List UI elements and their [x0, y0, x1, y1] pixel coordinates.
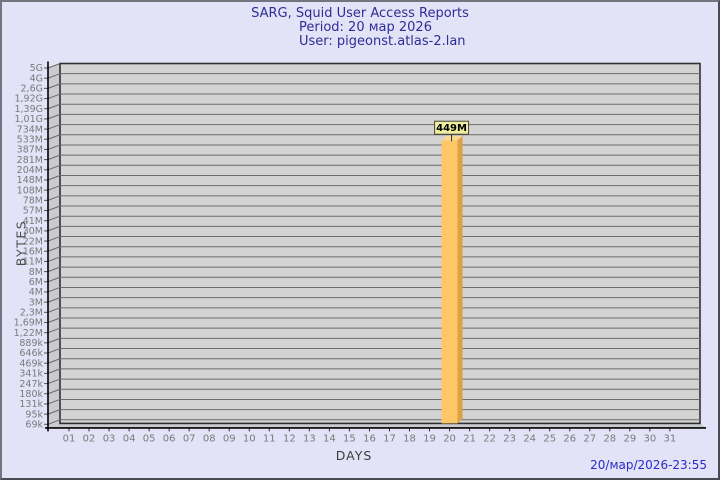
svg-text:1,39G: 1,39G: [14, 104, 43, 115]
y-gridlines: [44, 63, 700, 425]
svg-text:16: 16: [363, 433, 376, 444]
svg-text:05: 05: [143, 433, 156, 444]
svg-text:387M: 387M: [17, 145, 43, 156]
svg-text:08: 08: [203, 433, 216, 444]
svg-text:31: 31: [664, 433, 677, 444]
x-axis-labels: 01 02 03 04 05 06 07 08 09 10 11 12 13 14 15 16 17 18 19 20…: [63, 427, 677, 444]
svg-text:29: 29: [623, 433, 636, 444]
svg-text:26: 26: [563, 433, 576, 444]
svg-text:95k: 95k: [25, 409, 43, 420]
svg-text:1,01G: 1,01G: [14, 114, 43, 125]
svg-text:8M: 8M: [29, 267, 43, 278]
bar-value-label: 449M: [436, 123, 467, 134]
svg-text:3M: 3M: [29, 297, 43, 308]
svg-text:131k: 131k: [19, 399, 43, 410]
svg-text:41M: 41M: [23, 216, 43, 227]
svg-text:07: 07: [183, 433, 196, 444]
svg-text:11: 11: [263, 433, 276, 444]
report-user: User: pigeonst.atlas-2.lan: [299, 34, 466, 49]
svg-text:533M: 533M: [17, 134, 43, 145]
bar-front-face: [441, 140, 458, 424]
svg-text:469k: 469k: [19, 358, 43, 369]
svg-text:646k: 646k: [19, 348, 43, 359]
report-period: Period: 20 мар 2026: [299, 20, 432, 35]
svg-text:341k: 341k: [19, 369, 43, 380]
bottom-wall: [48, 423, 706, 428]
svg-text:23: 23: [503, 433, 516, 444]
svg-text:30: 30: [644, 433, 657, 444]
svg-text:180k: 180k: [19, 389, 43, 400]
svg-text:16M: 16M: [23, 246, 43, 257]
svg-text:1,22M: 1,22M: [14, 328, 43, 339]
y-axis-labels: 5G4G2,6G1,92G1,39G1,01G734M533M387M281M2…: [14, 63, 44, 430]
svg-text:1,69M: 1,69M: [14, 318, 43, 329]
svg-text:13: 13: [303, 433, 316, 444]
svg-text:5G: 5G: [30, 63, 43, 74]
svg-text:57M: 57M: [23, 206, 43, 217]
svg-text:25: 25: [543, 433, 556, 444]
svg-text:04: 04: [123, 433, 136, 444]
bar-side-face: [457, 135, 463, 424]
svg-text:20: 20: [443, 433, 456, 444]
svg-text:281M: 281M: [17, 155, 43, 166]
svg-text:27: 27: [583, 433, 596, 444]
svg-text:10: 10: [243, 433, 256, 444]
report-title: SARG, Squid User Access Reports: [251, 6, 469, 21]
svg-text:889k: 889k: [19, 338, 43, 349]
svg-text:02: 02: [83, 433, 96, 444]
svg-text:6M: 6M: [29, 277, 43, 288]
svg-text:18: 18: [403, 433, 416, 444]
left-wall: [48, 63, 60, 428]
svg-text:4G: 4G: [30, 73, 43, 84]
svg-text:148M: 148M: [17, 175, 43, 186]
svg-text:21: 21: [463, 433, 476, 444]
svg-text:4M: 4M: [29, 287, 43, 298]
svg-text:30M: 30M: [23, 226, 43, 237]
y-axis-title: BYTES: [13, 219, 29, 267]
svg-text:247k: 247k: [19, 379, 43, 390]
svg-text:734M: 734M: [17, 124, 43, 135]
svg-text:12: 12: [283, 433, 296, 444]
svg-text:2,6G: 2,6G: [21, 84, 43, 95]
svg-text:22M: 22M: [23, 236, 43, 247]
svg-text:19: 19: [423, 433, 436, 444]
plot-face: [59, 62, 701, 425]
svg-text:22: 22: [483, 433, 496, 444]
bar-day-20: 449M: [434, 120, 470, 424]
svg-text:15: 15: [343, 433, 356, 444]
svg-text:24: 24: [523, 433, 536, 444]
svg-text:204M: 204M: [17, 165, 43, 176]
svg-text:09: 09: [223, 433, 236, 444]
svg-text:14: 14: [323, 433, 336, 444]
svg-text:01: 01: [63, 433, 76, 444]
svg-text:06: 06: [163, 433, 176, 444]
svg-text:28: 28: [603, 433, 616, 444]
svg-text:78M: 78M: [23, 196, 43, 207]
svg-text:11M: 11M: [23, 257, 43, 268]
svg-text:108M: 108M: [17, 185, 43, 196]
x-axis-title: DAYS: [335, 448, 373, 463]
svg-text:03: 03: [103, 433, 116, 444]
svg-text:2,3M: 2,3M: [20, 308, 43, 319]
svg-text:69k: 69k: [25, 420, 43, 431]
svg-text:1,92G: 1,92G: [14, 94, 43, 105]
report-generated-timestamp: 20/мар/2026-23:55: [590, 458, 707, 472]
svg-text:17: 17: [383, 433, 396, 444]
value-label-box: [434, 120, 470, 135]
